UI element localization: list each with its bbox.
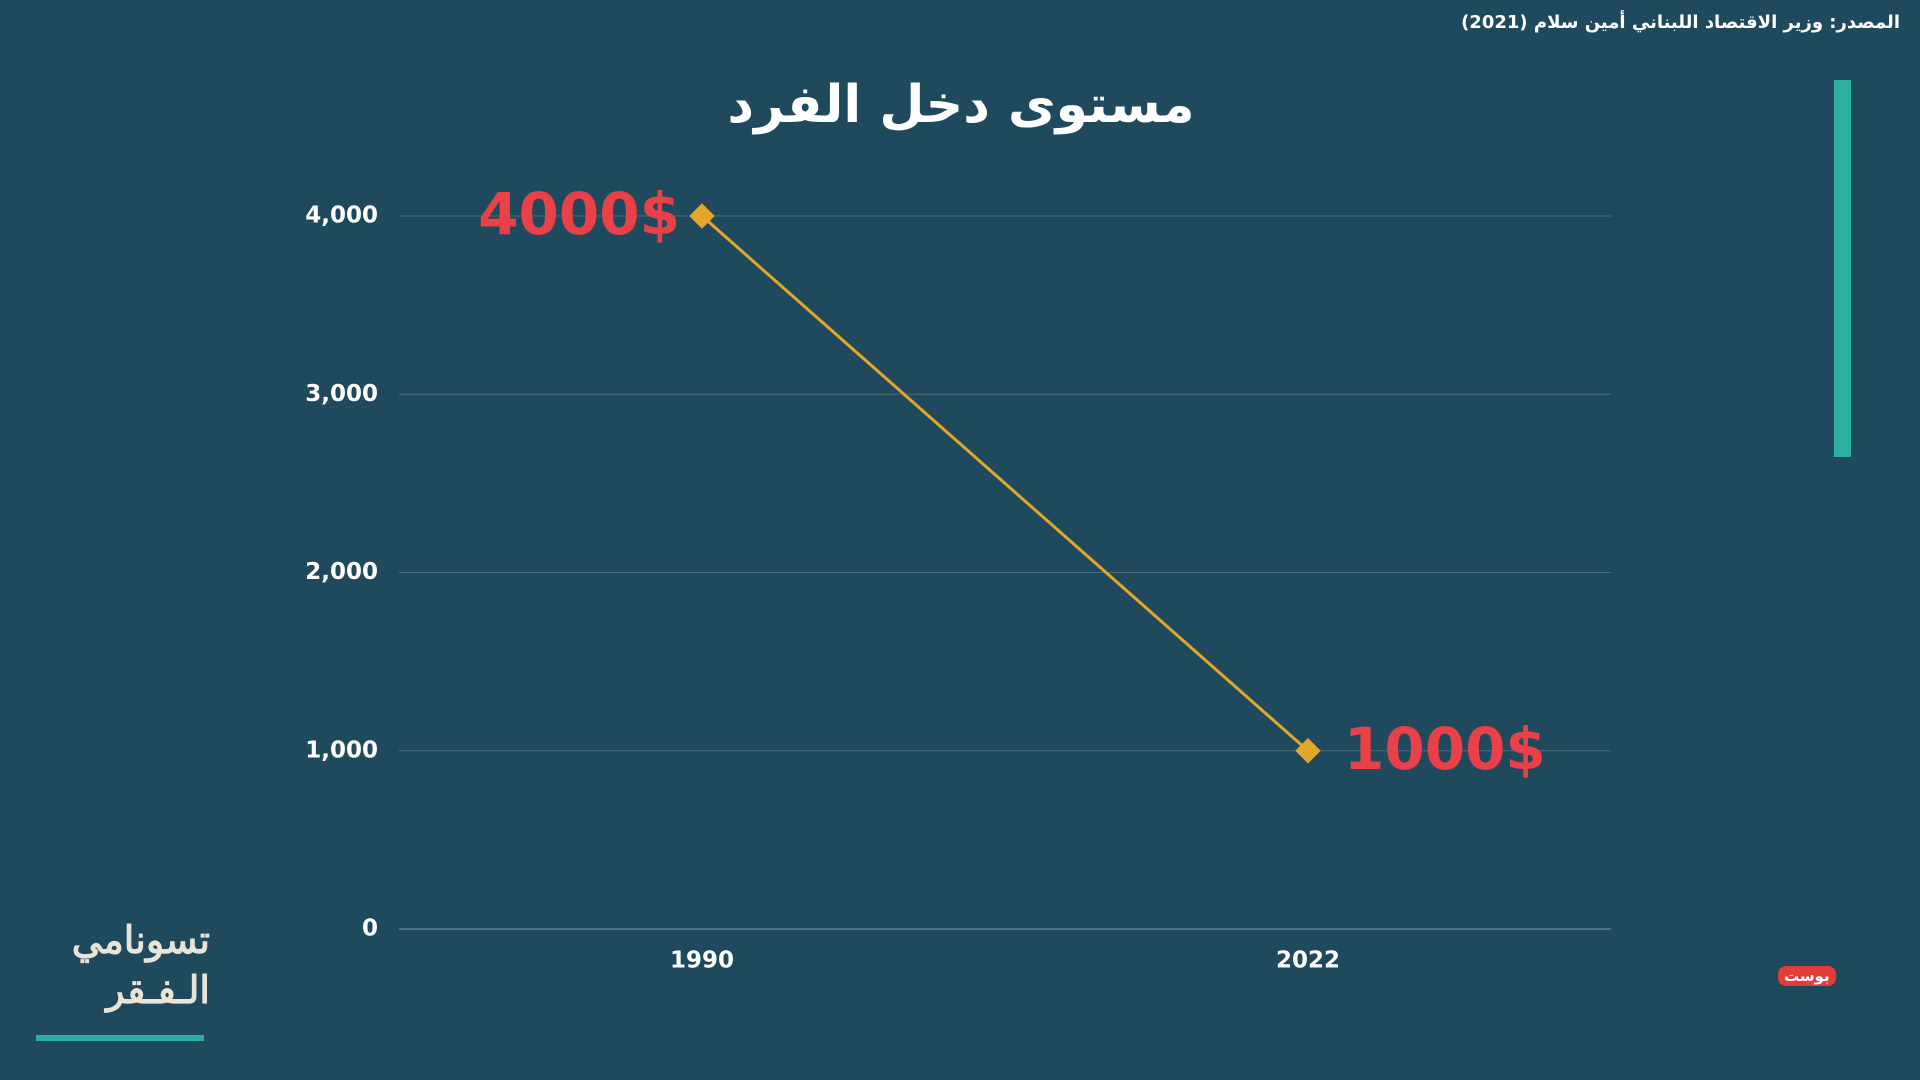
y-tick-label: 3,000 [305, 381, 378, 407]
y-tick-label: 1,000 [305, 737, 378, 763]
line [701, 214, 1309, 752]
source: المصدر: وزير الاقتصاد اللبناني أمين سلام… [1461, 12, 1900, 33]
x-tick-label: 2022 [1276, 948, 1340, 974]
value-label: 1000$ [1344, 715, 1546, 783]
brand-line: الـفـقر [106, 967, 210, 1012]
y-tick-label: 4,000 [305, 203, 378, 229]
logo: بوست [1778, 966, 1836, 986]
point [689, 203, 715, 229]
chart-title: مستوى دخل الفرد [727, 75, 1194, 135]
y-tick-label: 2,000 [305, 559, 378, 585]
value-label: 4000$ [478, 180, 680, 248]
brand-line: تسونامي [71, 917, 210, 962]
decor-strip [1834, 80, 1851, 457]
x-tick-label: 1990 [670, 948, 734, 974]
y-tick-label: 0 [362, 916, 378, 942]
brand: تسونامي الـفـقر [40, 915, 210, 1015]
